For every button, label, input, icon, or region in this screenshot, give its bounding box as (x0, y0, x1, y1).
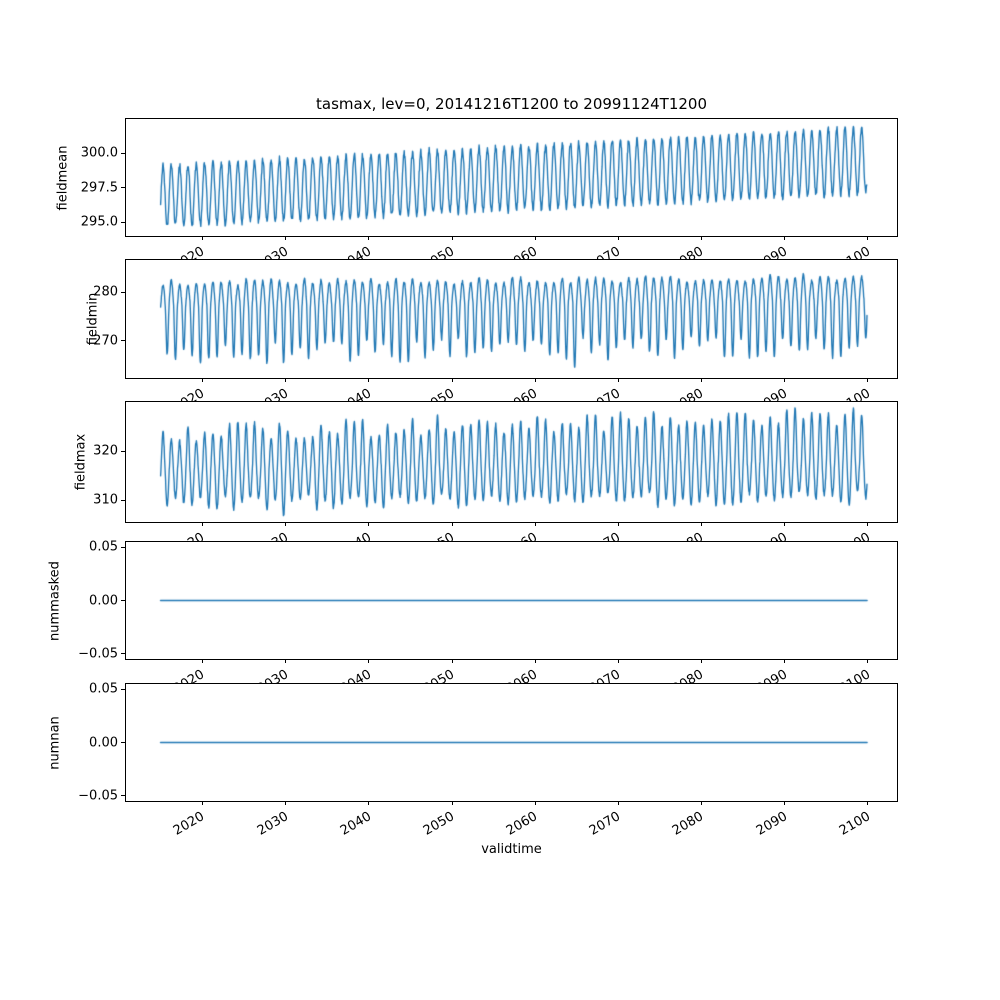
y-axis-title-numnan: numnan (47, 715, 63, 770)
x-tick-label: 2080 (670, 809, 707, 839)
x-tick-mark (451, 522, 453, 526)
y-tick-label: 300.0 (80, 145, 118, 161)
subplot-fieldmin: 2702802020203020402050206020702080209021… (86, 259, 898, 416)
y-tick-label: 0.05 (89, 681, 118, 697)
x-tick-mark (617, 522, 619, 526)
y-tick-mark (121, 795, 125, 797)
y-tick-mark (121, 600, 125, 601)
subplot-fieldmax: 3103202020203020402050206020702080209021… (74, 401, 898, 560)
x-tick-mark (784, 236, 786, 240)
x-tick-mark (617, 659, 619, 663)
x-tick-mark (784, 378, 786, 382)
y-tick-label: 295.0 (80, 214, 118, 230)
y-tick-label: 270 (93, 333, 118, 349)
y-tick-mark (121, 688, 125, 690)
x-tick-mark (202, 378, 204, 382)
y-tick-mark (121, 187, 125, 189)
x-tick-mark (451, 801, 453, 805)
x-tick-mark (368, 659, 370, 663)
x-tick-mark (285, 378, 287, 382)
x-tick-mark (285, 236, 287, 240)
x-tick-mark (784, 659, 786, 663)
subplot-fieldmean: 295.0297.5300.02020203020402050206020702… (56, 118, 898, 274)
x-tick-label: 2050 (420, 809, 458, 839)
x-tick-label: 2030 (254, 809, 291, 839)
y-tick-label: 0.00 (89, 735, 118, 750)
x-tick-mark (451, 378, 453, 382)
y-axis-title-fieldmax: fieldmax (73, 433, 89, 491)
x-tick-mark (701, 378, 703, 382)
y-tick-mark (121, 546, 125, 548)
y-tick-mark (121, 499, 125, 501)
x-tick-mark (867, 659, 869, 663)
x-tick-mark (534, 659, 536, 663)
x-tick-mark (534, 378, 536, 382)
x-tick-mark (617, 801, 619, 805)
x-tick-mark (701, 801, 703, 805)
x-tick-mark (368, 522, 370, 526)
x-tick-mark (285, 659, 287, 663)
x-tick-mark (202, 659, 204, 663)
x-tick-mark (534, 801, 536, 805)
x-tick-mark (451, 236, 453, 240)
y-tick-mark (121, 340, 125, 342)
x-tick-mark (784, 522, 786, 526)
x-tick-mark (701, 522, 703, 526)
nummasked-line-canvas (126, 542, 897, 659)
y-axis-title-fieldmean: fieldmean (55, 145, 71, 210)
x-tick-mark (617, 378, 619, 382)
x-tick-label: 2070 (587, 809, 624, 839)
x-tick-mark (368, 378, 370, 382)
y-tick-mark (121, 221, 125, 223)
x-tick-mark (202, 522, 204, 526)
x-tick-mark (867, 378, 869, 382)
x-tick-label: 2090 (753, 809, 790, 839)
y-tick-label: −0.05 (78, 788, 118, 804)
x-tick-mark (285, 522, 287, 526)
subplot-numnan: −0.05 0.00 0.05 2020 2030 2040 2050 2060 2070 208… (48, 683, 898, 839)
x-tick-mark (202, 801, 204, 805)
x-tick-mark (534, 236, 536, 240)
x-tick-mark (368, 801, 370, 805)
y-tick-mark (121, 291, 125, 293)
x-tick-mark (202, 236, 204, 240)
subplot-nummasked: −0.05 0.00 0.05 2020 2030 2040 2050 2060 2070 208… (48, 541, 898, 697)
x-tick-mark (701, 236, 703, 240)
x-tick-mark (451, 659, 453, 663)
fieldmax-line-canvas (126, 402, 897, 522)
y-tick-label: 320 (93, 443, 118, 459)
y-tick-label: 280 (93, 284, 118, 300)
x-tick-mark (867, 522, 869, 526)
y-tick-label: 0.00 (89, 593, 118, 608)
x-tick-mark (617, 236, 619, 240)
y-tick-mark (121, 450, 125, 452)
x-tick-label: 2100 (836, 809, 873, 839)
y-tick-mark (121, 742, 125, 743)
x-tick-label: 2040 (337, 809, 374, 839)
x-tick-mark (368, 236, 370, 240)
x-tick-mark (534, 522, 536, 526)
x-axis-title: validtime (481, 842, 542, 857)
y-tick-label: 0.05 (89, 539, 118, 555)
fieldmean-line-canvas (126, 119, 897, 236)
y-tick-label: 297.5 (80, 180, 118, 196)
y-tick-label: −0.05 (78, 646, 118, 662)
x-tick-label: 2020 (171, 809, 208, 839)
y-tick-mark (121, 152, 125, 154)
x-tick-mark (867, 801, 869, 805)
x-tick-mark (867, 236, 869, 240)
x-tick-mark (701, 659, 703, 663)
x-tick-mark (784, 801, 786, 805)
fieldmin-line-canvas (126, 260, 897, 378)
numnan-line-canvas (126, 684, 897, 801)
y-axis-title-nummasked: nummasked (47, 560, 63, 641)
figure-title: tasmax, lev=0, 20141216T1200 to 20991124… (316, 95, 707, 113)
x-tick-label: 2060 (504, 809, 541, 839)
y-tick-label: 310 (93, 492, 118, 508)
x-tick-mark (285, 801, 287, 805)
y-tick-mark (121, 653, 125, 655)
y-axis-title-fieldmin: fieldmin (85, 292, 101, 346)
